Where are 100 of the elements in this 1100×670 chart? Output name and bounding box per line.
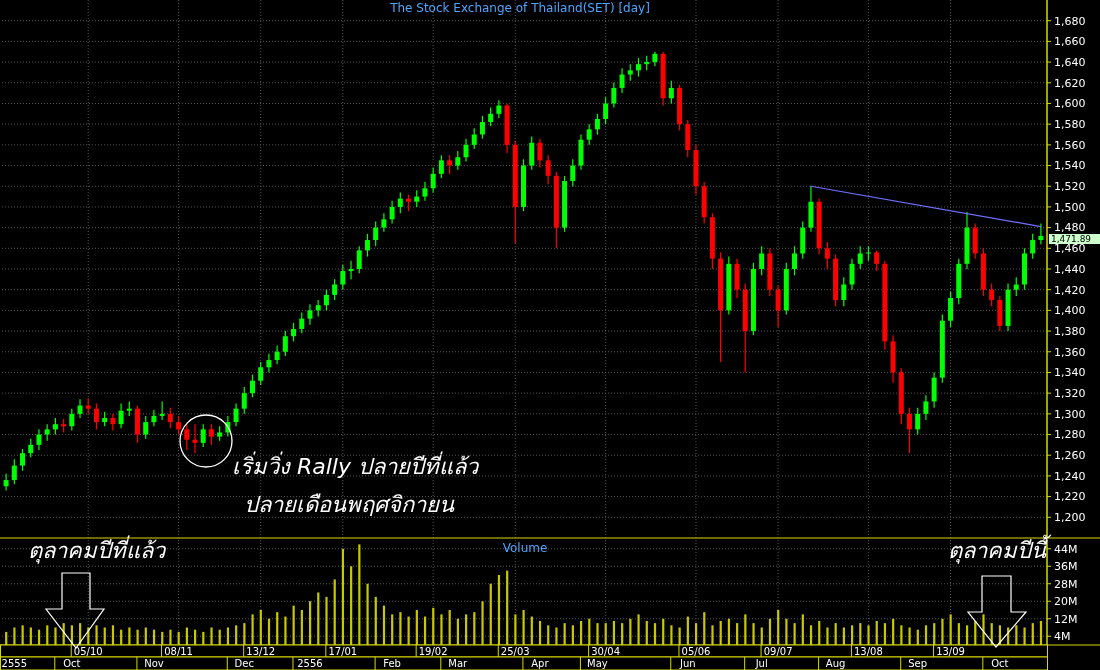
x-tick-label: 2555 [1, 658, 28, 670]
y-tick-label: 1,660 [1054, 35, 1086, 49]
bar [867, 625, 870, 645]
annotation: ปลายเดือนพฤศจิกายน [244, 492, 455, 517]
candlestick [93, 402, 99, 430]
candlestick [266, 353, 272, 374]
candlestick [28, 438, 34, 458]
bar [333, 579, 336, 645]
bar [670, 625, 673, 645]
candlestick [619, 67, 625, 94]
bar [465, 614, 468, 645]
candlestick [792, 245, 798, 276]
candlestick [110, 413, 116, 431]
y-tick-label: 1,300 [1054, 407, 1086, 421]
x-tick-label: Jun [678, 658, 696, 670]
bar [801, 614, 804, 645]
candlestick [537, 138, 543, 169]
x-tick-label: Feb [383, 658, 401, 670]
candlestick [989, 282, 995, 307]
y-tick-label: 1,240 [1054, 469, 1086, 483]
candlestick [282, 330, 288, 357]
candlestick [857, 245, 863, 270]
y-tick-label: 1,520 [1054, 180, 1086, 194]
x-tick-label: 13/08 [854, 645, 883, 657]
bar [637, 614, 640, 645]
candlestick [11, 458, 17, 485]
candlestick [233, 402, 239, 427]
candlestick [931, 371, 937, 409]
candlestick [69, 408, 75, 431]
y-tick-label: 28M [1054, 577, 1078, 591]
candlestick [775, 284, 781, 328]
bar [744, 614, 747, 645]
bar [982, 614, 985, 645]
bar [949, 614, 952, 645]
candlestick [241, 386, 247, 415]
candlestick [291, 322, 297, 343]
candlestick [332, 278, 338, 301]
candlestick [1038, 222, 1044, 245]
y-tick-label: 1,260 [1054, 449, 1086, 463]
bar [358, 544, 361, 645]
x-tick-label: 30/04 [591, 645, 621, 657]
candlestick [36, 428, 42, 451]
candlestick [849, 258, 855, 291]
bar [325, 596, 328, 645]
bar [908, 627, 911, 645]
bar [440, 614, 443, 645]
y-tick-label: 4M [1054, 630, 1071, 644]
bar [210, 627, 213, 645]
x-tick-label: Oct [991, 658, 1009, 670]
y-tick-label: 1,420 [1054, 283, 1086, 297]
candlestick [307, 303, 313, 326]
bar [497, 575, 501, 645]
candlestick [208, 423, 214, 446]
candlestick [668, 80, 674, 105]
bar [399, 612, 402, 645]
x-tick-label: 05/06 [681, 645, 711, 657]
annotation: ตุลาคมปีที่แล้ว [28, 535, 167, 564]
candlestick [167, 407, 173, 429]
candlestick [381, 212, 387, 233]
x-tick-label: Sep [908, 658, 928, 670]
bar [1023, 627, 1026, 645]
candlestick [529, 135, 535, 171]
candlestick [1030, 233, 1036, 260]
y-tick-label: 1,280 [1054, 428, 1086, 442]
candlestick [159, 400, 165, 421]
bar [366, 583, 369, 645]
candlestick [299, 311, 305, 334]
x-tick-label: 17/01 [328, 645, 358, 657]
x-tick-label: Jul [754, 658, 768, 670]
y-tick-label: 1,220 [1054, 490, 1086, 504]
candlestick [1013, 276, 1019, 297]
candlestick [274, 344, 280, 365]
y-tick-label: 1,600 [1054, 97, 1086, 111]
x-tick-label: 13/12 [246, 645, 276, 657]
bar [785, 618, 788, 645]
y-tick-label: 1,400 [1054, 304, 1086, 318]
candlestick [915, 407, 921, 436]
y-tick-label: 1,360 [1054, 345, 1086, 359]
candlestick [488, 107, 494, 127]
candlestick [373, 220, 379, 247]
candlestick [176, 415, 182, 436]
x-tick-label: Aug [825, 658, 846, 670]
bar [711, 625, 714, 645]
annotation: ตุลาคมปีนี้ [948, 534, 1052, 564]
candlestick [635, 57, 641, 78]
bar [284, 616, 287, 645]
bar [350, 566, 353, 645]
x-tick-label: 19/02 [418, 645, 448, 657]
candlestick [447, 154, 453, 175]
y-tick-label: 1,380 [1054, 324, 1086, 338]
bar [481, 601, 484, 645]
chart-title: Volume [502, 541, 548, 555]
candlestick [389, 200, 395, 225]
candlestick [545, 154, 551, 185]
bar [752, 623, 755, 645]
candlestick [471, 127, 477, 150]
candlestick [340, 264, 346, 291]
candlestick [923, 394, 929, 421]
bar [391, 614, 394, 645]
x-tick-label: Apr [531, 658, 550, 670]
